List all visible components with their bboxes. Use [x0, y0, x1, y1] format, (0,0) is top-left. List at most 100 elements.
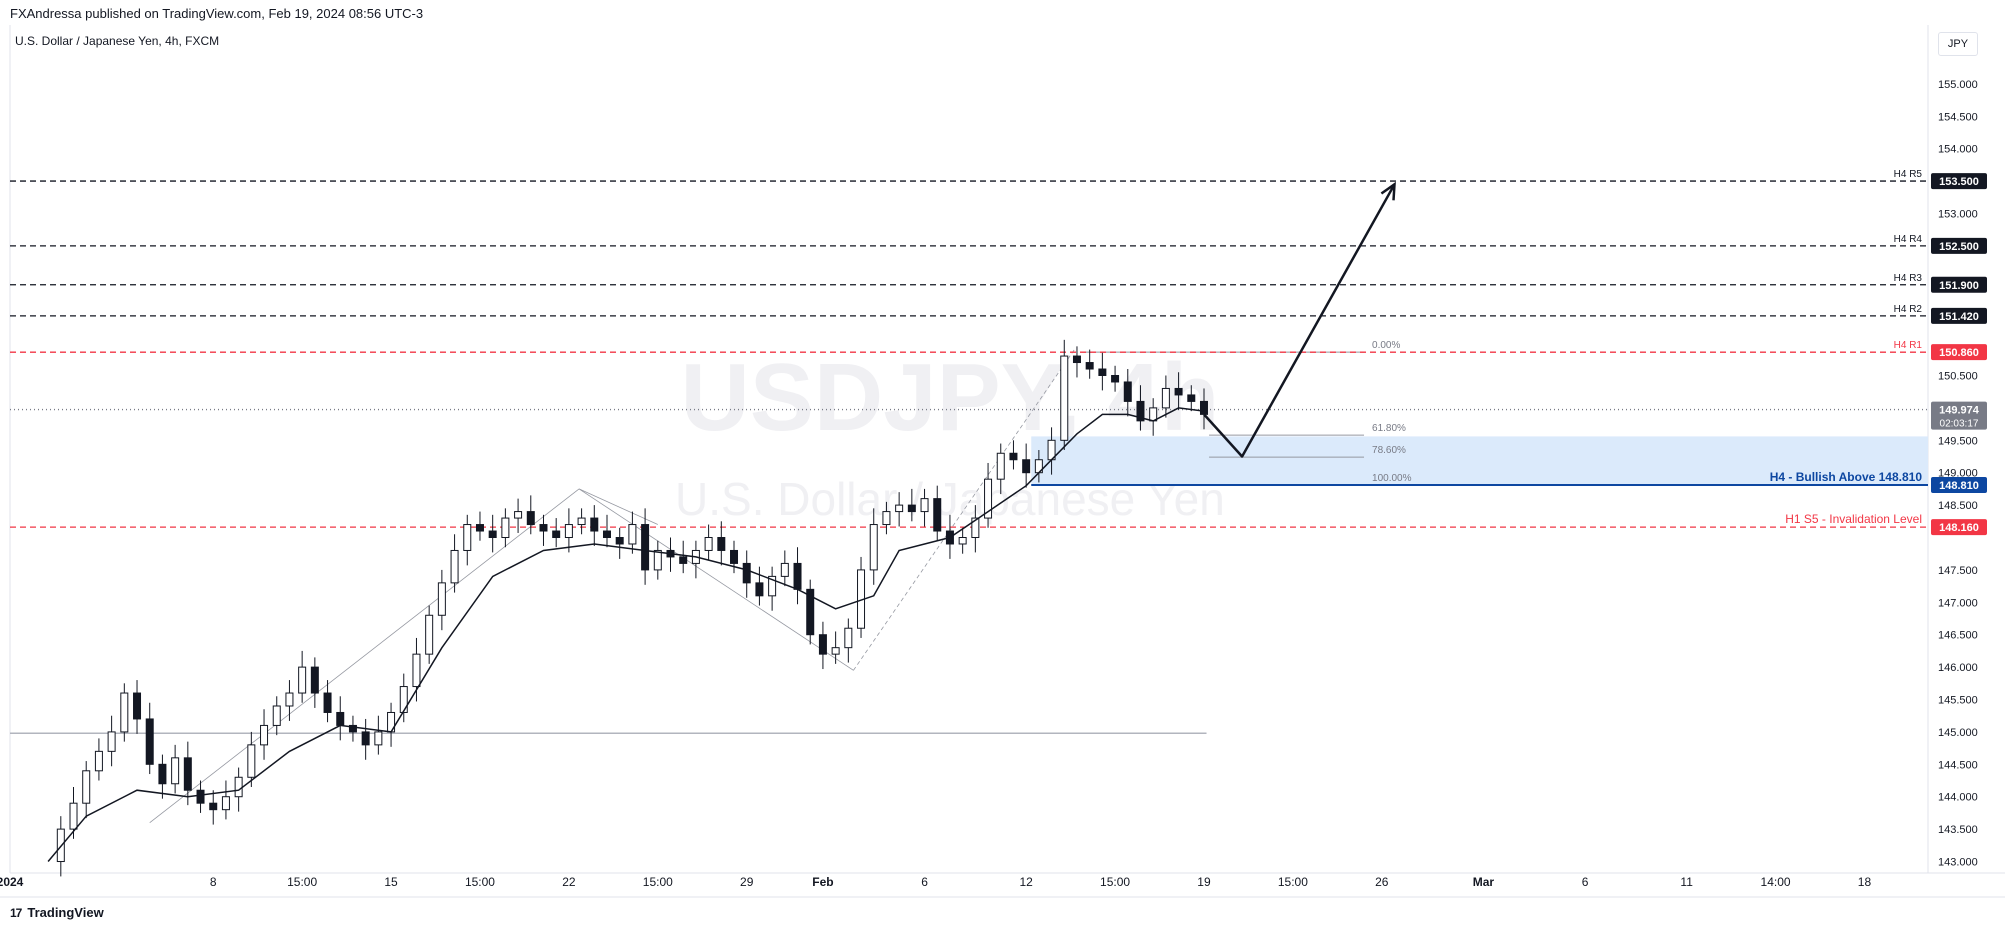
price-axis-tick: 150.500 — [1938, 370, 1978, 382]
candle-body — [1111, 374, 1120, 383]
level-tag: H1 S5 - Invalidation Level — [1785, 512, 1922, 526]
time-axis-tick: 2024 — [0, 875, 24, 889]
candle-body — [730, 549, 739, 564]
price-label: 150.860 — [1939, 347, 1979, 359]
level-tag: H4 R3 — [1894, 273, 1923, 284]
candle-body — [463, 524, 472, 551]
price-axis-tick: 149.500 — [1938, 435, 1978, 447]
price-axis-tick: 154.500 — [1938, 111, 1978, 123]
time-axis-tick: 14:00 — [1761, 875, 1791, 889]
price-label: 151.420 — [1939, 311, 1979, 323]
projection-path — [1203, 183, 1396, 458]
candle-body — [514, 511, 523, 519]
price-axis-tick: 144.500 — [1938, 759, 1978, 771]
candle-body — [780, 562, 789, 577]
price-axis-tick: 145.000 — [1938, 727, 1978, 739]
candle-body — [1161, 387, 1170, 409]
candle-body — [298, 666, 307, 694]
fib-label: 100.00% — [1372, 473, 1412, 484]
price-label: 148.160 — [1939, 522, 1979, 534]
candle-body — [450, 549, 459, 584]
time-axis-tick: 15:00 — [1278, 875, 1308, 889]
candle-body — [94, 750, 103, 772]
trend-line — [578, 488, 854, 671]
candle-body — [209, 802, 218, 811]
price-label-box — [1931, 173, 1987, 190]
price-label-box — [1931, 276, 1987, 293]
candle-body — [323, 692, 332, 713]
candle-body — [526, 511, 535, 526]
fib-label: 61.80% — [1372, 423, 1406, 434]
price-label-box — [1931, 519, 1987, 536]
candle-body — [120, 692, 129, 733]
candle-body — [437, 582, 446, 616]
candle-body — [158, 763, 167, 785]
time-axis-tick: 22 — [562, 875, 576, 889]
price-axis-tick: 143.000 — [1938, 857, 1978, 869]
tradingview-logo[interactable]: 17 TradingView — [10, 905, 104, 920]
candle-body — [183, 757, 192, 791]
time-axis-tick: 12 — [1019, 875, 1033, 889]
candle-body — [577, 517, 586, 526]
price-axis-tick: 148.500 — [1938, 500, 1978, 512]
price-label: 148.810 — [1939, 480, 1979, 492]
candle-body — [717, 537, 726, 551]
candle-body — [755, 582, 764, 597]
candle-body — [488, 530, 497, 539]
candle-body — [793, 562, 802, 590]
candle-body — [552, 530, 561, 539]
trend-line — [853, 349, 1075, 671]
price-axis-tick: 149.000 — [1938, 468, 1978, 480]
candle-body — [133, 692, 142, 720]
trend-line — [149, 488, 580, 823]
level-tag: H4 R4 — [1894, 234, 1923, 245]
time-axis-tick: 15:00 — [287, 875, 317, 889]
candle-body — [920, 498, 929, 513]
candle-body — [272, 705, 281, 726]
price-axis-tick: 145.500 — [1938, 695, 1978, 707]
candle-body — [539, 524, 548, 532]
candle-body — [1187, 394, 1196, 402]
fib-label: 0.00% — [1372, 340, 1400, 351]
symbol-title[interactable]: U.S. Dollar / Japanese Yen, 4h, FXCM — [15, 34, 220, 48]
candle-body — [1123, 381, 1132, 402]
candle-body — [882, 511, 891, 526]
price-axis-tick: 153.000 — [1938, 208, 1978, 220]
candle-body — [996, 452, 1005, 480]
candle-body — [1098, 368, 1107, 376]
candle-body — [69, 802, 78, 830]
time-axis-tick: 15:00 — [1100, 875, 1130, 889]
price-axis-tick: 154.000 — [1938, 144, 1978, 156]
candle-body — [602, 530, 611, 539]
candle-body — [1085, 362, 1094, 370]
candle-body — [844, 627, 853, 649]
candle-body — [1199, 400, 1208, 415]
currency-button[interactable]: JPY — [1938, 32, 1978, 56]
moving-average-line — [47, 407, 1205, 862]
price-axis-tick: 146.000 — [1938, 662, 1978, 674]
candle-body — [234, 776, 243, 798]
candle-body — [907, 504, 916, 513]
bullish-zone — [1031, 436, 1928, 486]
candle-body — [933, 498, 942, 532]
candle-body — [895, 504, 904, 513]
candle-body — [171, 757, 180, 785]
candles — [56, 339, 1208, 877]
time-axis-tick: 6 — [921, 875, 928, 889]
price-axis-tick: 147.500 — [1938, 565, 1978, 577]
price-label-box — [1931, 307, 1987, 324]
price-label-box — [1931, 477, 1987, 494]
candle-body — [768, 575, 777, 597]
candle-body — [310, 666, 319, 694]
candle-body — [628, 524, 637, 545]
price-axis-tick: 146.500 — [1938, 630, 1978, 642]
candle-body — [82, 770, 91, 804]
candle-body — [742, 562, 751, 584]
candle-body — [475, 524, 484, 532]
candle-body — [1060, 355, 1069, 441]
time-axis-tick: 15:00 — [465, 875, 495, 889]
candle-body — [679, 556, 688, 564]
time-axis-tick: 15 — [384, 875, 398, 889]
candle-body — [641, 524, 650, 571]
